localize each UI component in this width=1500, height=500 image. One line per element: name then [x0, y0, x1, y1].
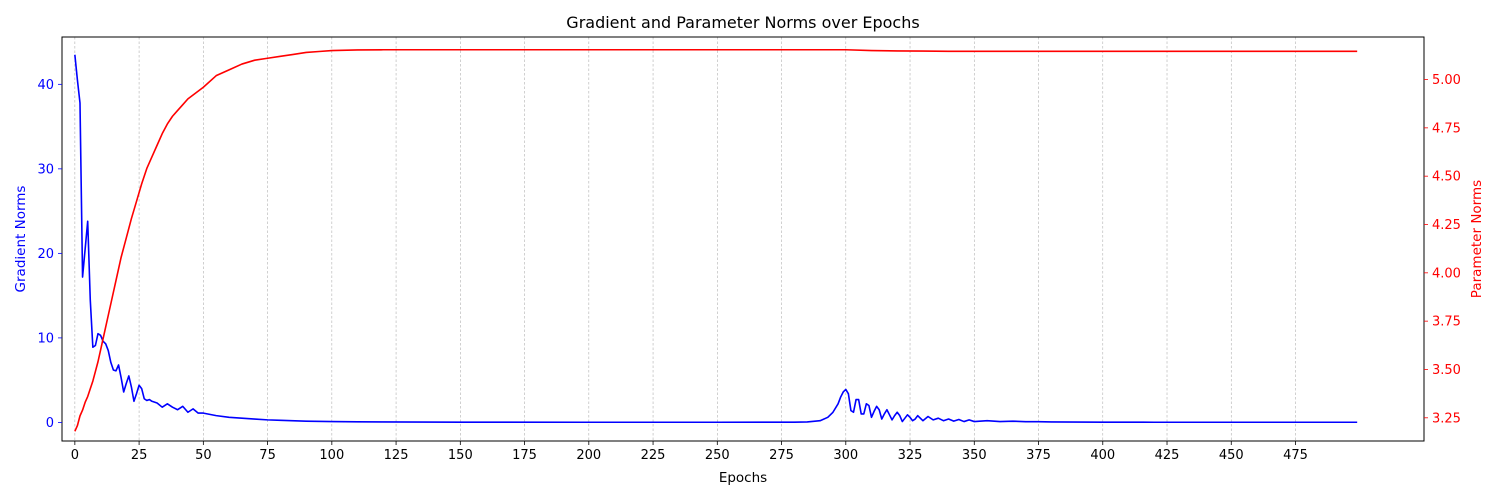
x-tick-label: 250	[705, 448, 730, 463]
x-tick-label: 300	[833, 448, 858, 463]
y-right-tick-label: 3.50	[1432, 363, 1461, 378]
series-layer	[74, 48, 1358, 432]
parameter-norms-line	[74, 48, 1358, 432]
y-right-tick-label: 5.00	[1432, 73, 1461, 88]
y-axis-right-label: Parameter Norms	[1469, 180, 1485, 298]
x-tick-label: 450	[1219, 448, 1244, 463]
y-axis-left-label: Gradient Norms	[13, 186, 29, 293]
grid	[74, 37, 1296, 441]
y-axis-left: 0 10 20 30 40	[37, 78, 62, 431]
y-right-tick-label: 4.00	[1432, 266, 1461, 281]
y-left-tick-label: 10	[37, 331, 54, 346]
y-right-tick-label: 4.50	[1432, 170, 1461, 185]
y-axis-right: 3.25 3.50 3.75 4.00 4.25 4.50 4.75 5.00	[1424, 73, 1461, 426]
y-left-tick-label: 30	[37, 162, 54, 177]
chart-title: Gradient and Parameter Norms over Epochs	[566, 13, 919, 32]
x-tick-label: 100	[319, 448, 344, 463]
x-tick-label: 325	[898, 448, 923, 463]
x-tick-label: 400	[1090, 448, 1115, 463]
y-right-tick-label: 3.25	[1432, 411, 1461, 426]
x-axis: 0 25 50 75 100 125 150 175 200 225 250 275 300 325 350…	[71, 441, 1308, 463]
x-axis-label: Epochs	[719, 470, 767, 486]
x-tick-label: 50	[195, 448, 212, 463]
x-tick-label: 350	[962, 448, 987, 463]
x-tick-label: 125	[384, 448, 409, 463]
x-tick-label: 225	[641, 448, 666, 463]
x-tick-label: 0	[71, 448, 79, 463]
x-tick-label: 475	[1283, 448, 1308, 463]
y-right-tick-label: 4.75	[1432, 121, 1461, 136]
x-tick-label: 200	[576, 448, 601, 463]
y-right-tick-label: 3.75	[1432, 315, 1461, 330]
x-tick-label: 75	[259, 448, 276, 463]
x-tick-label: 175	[512, 448, 537, 463]
gradient-norms-line	[74, 54, 1358, 424]
x-tick-label: 150	[448, 448, 473, 463]
x-tick-label: 375	[1026, 448, 1051, 463]
y-left-tick-label: 20	[37, 247, 54, 262]
y-right-tick-label: 4.25	[1432, 218, 1461, 233]
x-tick-label: 25	[131, 448, 148, 463]
y-left-tick-label: 0	[46, 416, 54, 431]
x-tick-label: 425	[1155, 448, 1180, 463]
y-left-tick-label: 40	[37, 78, 54, 93]
plot-frame	[61, 36, 1425, 442]
x-tick-label: 275	[769, 448, 794, 463]
